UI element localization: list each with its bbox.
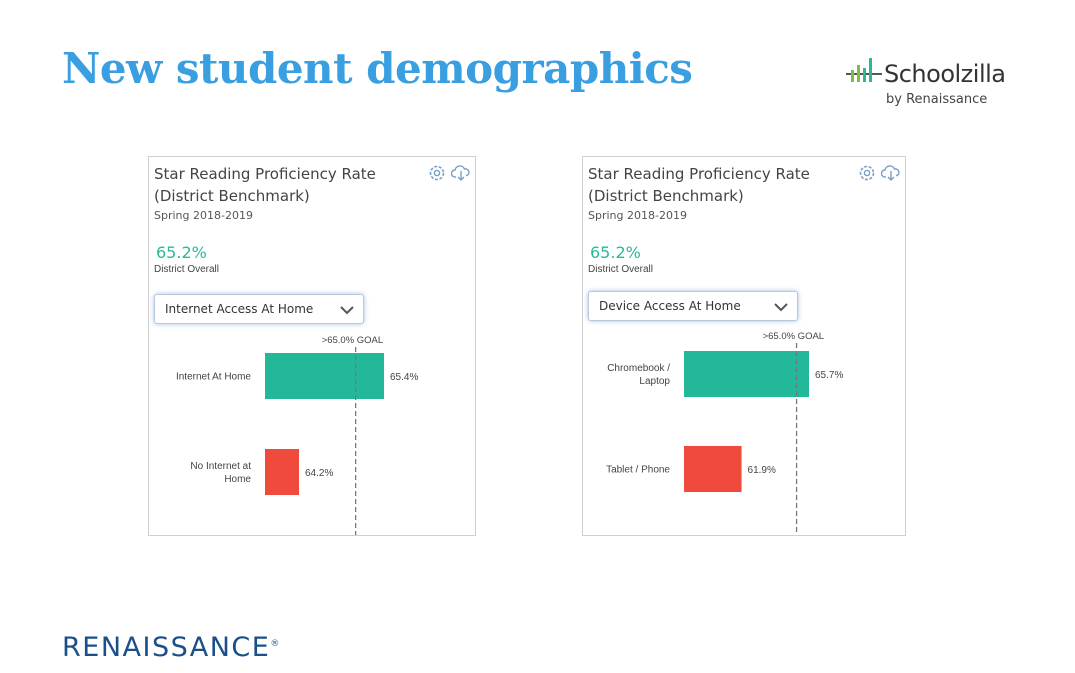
renaissance-name: RENAISSANCE [62,632,271,663]
bar-0 [684,351,809,397]
goal-label: >65.0% GOAL [763,331,825,342]
category-label-0: Internet At Home [176,372,251,383]
proficiency-card-device: Star Reading Proficiency Rate (District … [582,156,906,536]
card-title: Star Reading Proficiency Rate (District … [154,165,376,205]
chevron-down-icon [340,306,354,315]
group-select[interactable]: Device Access At Home [588,291,798,321]
group-select[interactable]: Internet Access At Home [154,294,364,324]
card-title: Star Reading Proficiency Rate (District … [588,165,810,205]
bar-0 [265,353,384,399]
goal-label: >65.0% GOAL [322,335,384,346]
metric-value: 65.2% [590,243,641,262]
slide-title: New student demographics [62,44,693,93]
metric-label: District Overall [588,264,654,275]
category-label-1: Tablet / Phone [606,465,670,476]
renaissance-logo: RENAISSANCE® [62,632,279,663]
schoolzilla-logo: Schoolzilla by Renaissance [846,52,1046,112]
value-label-0: 65.7% [815,370,843,381]
value-label-0: 65.4% [390,372,418,383]
value-label-1: 64.2% [305,468,333,479]
proficiency-card-internet: Star Reading Proficiency Rate (District … [148,156,476,536]
category-label-1: No Internet at Home [190,461,251,485]
bar-chart: Chromebook / Laptop 65.7% Tablet / Phone 61.… [606,331,843,535]
gear-icon[interactable] [427,163,447,183]
card-subtitle: Spring 2018-2019 [154,209,253,222]
metric-value: 65.2% [156,243,207,262]
bar-1 [265,449,299,495]
category-label-0: Chromebook / Laptop [607,363,670,387]
bar-chart: Internet At Home 65.4% No Internet at Home 6… [176,335,418,535]
card-actions [857,163,901,183]
value-label-1: 61.9% [748,465,776,476]
metric-label: District Overall [154,264,220,275]
group-select-value: Device Access At Home [599,299,741,313]
chevron-down-icon [774,303,788,312]
gear-icon[interactable] [857,163,877,183]
download-cloud-icon[interactable] [451,163,471,183]
schoolzilla-tagline: by Renaissance [886,92,988,107]
card-subtitle: Spring 2018-2019 [588,209,687,222]
registered-mark: ® [270,639,280,649]
bar-chart-logo-icon [846,58,882,82]
card-actions [427,163,471,183]
group-select-value: Internet Access At Home [165,302,314,316]
schoolzilla-name: Schoolzilla [884,60,1006,88]
download-cloud-icon[interactable] [881,163,901,183]
bar-1 [684,446,742,492]
